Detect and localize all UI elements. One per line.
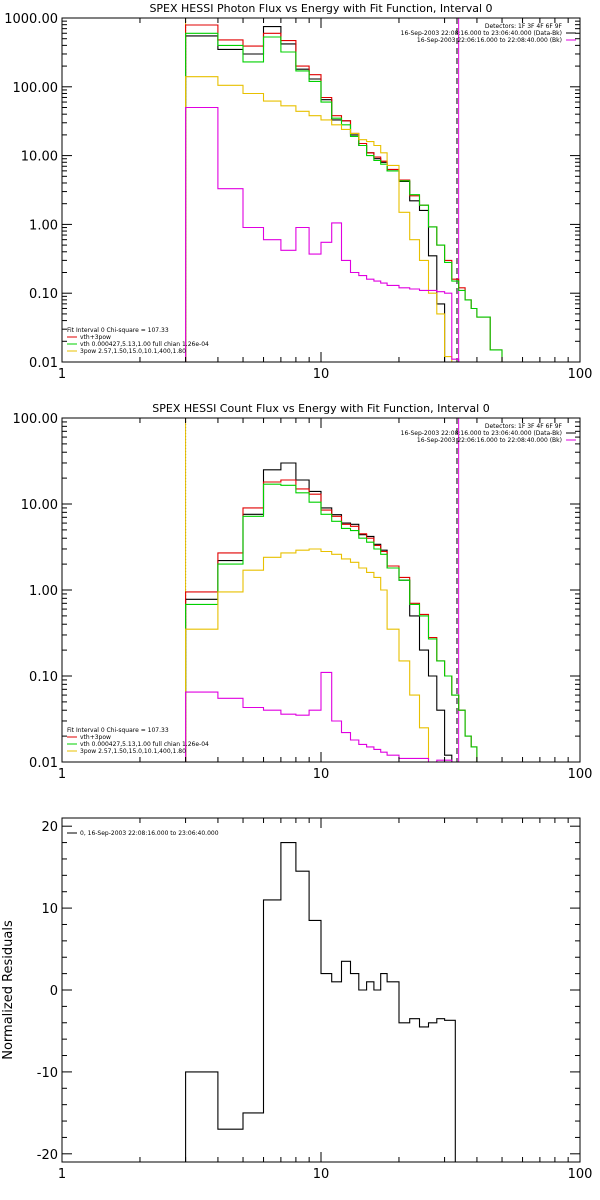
series-0-line bbox=[185, 462, 453, 762]
annotation-text: 16-Sep-2003 22:08:16.000 to 23:06:40.000… bbox=[401, 30, 562, 37]
x-tick-label: 1 bbox=[58, 767, 66, 782]
series-3-line bbox=[185, 548, 430, 762]
y-tick-label: 0.10 bbox=[29, 287, 58, 302]
count-flux-panel: SPEX HESSI Count Flux vs Energy with Fit… bbox=[13, 402, 593, 782]
legend-entry: vth 0.000427,5.13,1.00 full chian 1.26e-… bbox=[80, 741, 209, 748]
x-tick-label: 100 bbox=[568, 367, 593, 382]
y-tick-label: 1000.00 bbox=[4, 12, 58, 27]
series-4-line bbox=[185, 106, 460, 362]
axes-frame bbox=[61, 17, 581, 363]
legend-entry: 3pow 2.57,1.50,15.0,10.1,400,1.80 bbox=[80, 348, 186, 355]
annotation-text: Detectors: 1F 3F 4F 6F 9F bbox=[485, 23, 563, 30]
series-3-line bbox=[185, 76, 453, 362]
annotation-text: Detectors: 1F 3F 4F 6F 9F bbox=[485, 423, 563, 430]
y-tick-label: 0.01 bbox=[29, 756, 58, 771]
annotation-text: 16-Sep-2003 22:06:16.000 to 22:08:40.000… bbox=[417, 437, 562, 444]
series-1-line bbox=[185, 479, 478, 762]
series-0-line bbox=[185, 26, 446, 362]
legend-entry: vth 0.000427,5.13,1.00 full chian 1.26e-… bbox=[80, 341, 209, 348]
y-tick-label: 100.00 bbox=[13, 412, 59, 427]
chart-title: SPEX HESSI Photon Flux vs Energy with Fi… bbox=[149, 2, 492, 15]
y-tick-label: 10 bbox=[41, 902, 58, 917]
y-tick-label: 1.00 bbox=[29, 584, 58, 599]
y-tick-label: -10 bbox=[37, 1066, 58, 1081]
y-tick-label: 10.00 bbox=[21, 150, 58, 165]
y-tick-label: 0.01 bbox=[29, 356, 58, 371]
axes-frame bbox=[61, 817, 581, 1163]
annotation-text: 16-Sep-2003 22:08:16.000 to 23:06:40.000… bbox=[401, 430, 562, 437]
plot-area bbox=[185, 18, 503, 362]
legend-entry: vth+3pow bbox=[80, 334, 111, 341]
legend-entry: Fit Interval 0 Chi-square = 107.33 bbox=[67, 727, 169, 734]
legend-entry: vth+3pow bbox=[80, 734, 111, 741]
legend-entry: 0, 16-Sep-2003 22:08:16.000 to 23:06:40.… bbox=[80, 830, 219, 837]
y-tick-label: 100.00 bbox=[13, 81, 59, 96]
x-tick-label: 10 bbox=[313, 367, 330, 382]
legend-entry: Fit Interval 0 Chi-square = 107.33 bbox=[67, 327, 169, 334]
series-1-line bbox=[185, 24, 503, 362]
y-axis-label: Normalized Residuals bbox=[1, 920, 16, 1060]
x-tick-label: 10 bbox=[313, 1167, 330, 1182]
series-0-line bbox=[185, 842, 456, 1162]
y-tick-label: -20 bbox=[37, 1148, 58, 1163]
legend-entry: 3pow 2.57,1.50,15.0,10.1,400,1.80 bbox=[80, 748, 186, 755]
photon-flux-panel: SPEX HESSI Photon Flux vs Energy with Fi… bbox=[4, 2, 593, 382]
x-tick-label: 1 bbox=[58, 367, 66, 382]
series-4-line bbox=[185, 671, 466, 762]
y-tick-label: 0.10 bbox=[29, 670, 58, 685]
plot-area bbox=[185, 842, 456, 1162]
series-2-line bbox=[185, 32, 503, 362]
y-tick-label: 10.00 bbox=[21, 498, 58, 513]
annotation-text: 16-Sep-2003 22:06:16.000 to 22:08:40.000… bbox=[417, 37, 562, 44]
series-2-line bbox=[185, 483, 478, 762]
plot-area bbox=[185, 418, 478, 762]
chart-title: SPEX HESSI Count Flux vs Energy with Fit… bbox=[152, 402, 489, 415]
x-tick-label: 10 bbox=[313, 767, 330, 782]
y-tick-label: 1.00 bbox=[29, 218, 58, 233]
x-tick-label: 100 bbox=[568, 1167, 593, 1182]
y-tick-label: 0 bbox=[50, 984, 58, 999]
x-tick-label: 1 bbox=[58, 1167, 66, 1182]
x-tick-label: 100 bbox=[568, 767, 593, 782]
y-tick-label: 20 bbox=[41, 820, 58, 835]
